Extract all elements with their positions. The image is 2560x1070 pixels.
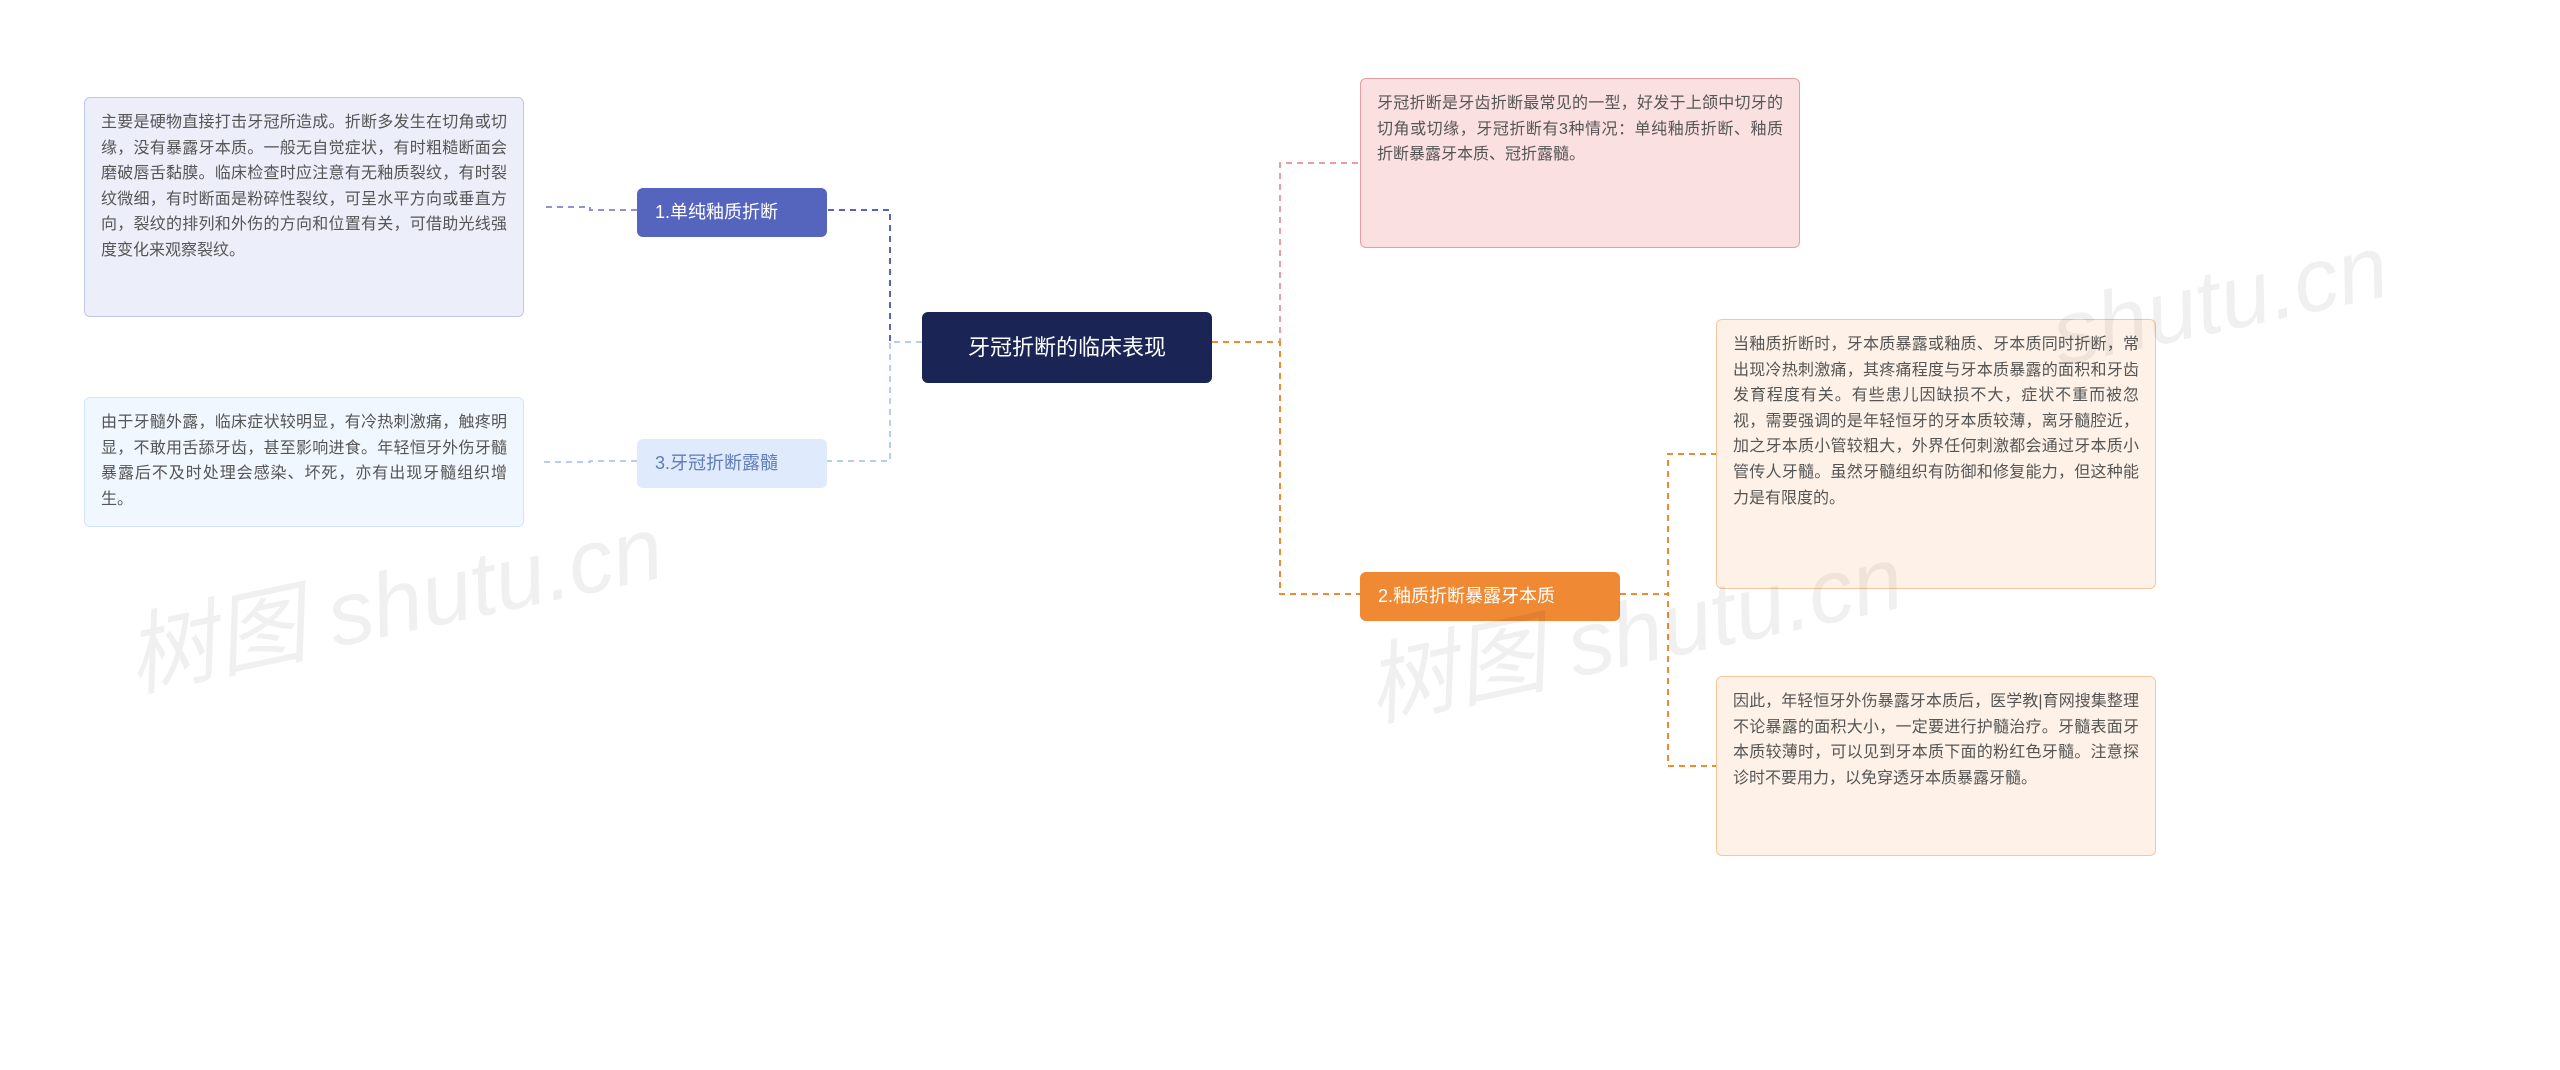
branch-3-pulp-exposure[interactable]: 3.牙冠折断露髓	[637, 439, 827, 488]
leaf-pulp-description: 由于牙髓外露，临床症状较明显，有冷热刺激痛，触疼明显，不敢用舌舔牙齿，甚至影响进…	[84, 397, 524, 527]
leaf-enamel-description: 主要是硬物直接打击牙冠所造成。折断多发生在切角或切缘，没有暴露牙本质。一般无自觉…	[84, 97, 524, 317]
root-node[interactable]: 牙冠折断的临床表现	[922, 312, 1212, 383]
leaf-dentin-description-b: 因此，年轻恒牙外伤暴露牙本质后，医学教|育网搜集整理不论暴露的面积大小，一定要进…	[1716, 676, 2156, 856]
branch-1-enamel-fracture[interactable]: 1.单纯釉质折断	[637, 188, 827, 237]
branch-2-dentin-exposure[interactable]: 2.釉质折断暴露牙本质	[1360, 572, 1620, 621]
intro-description: 牙冠折断是牙齿折断最常见的一型，好发于上颌中切牙的切角或切缘，牙冠折断有3种情况…	[1360, 78, 1800, 248]
leaf-dentin-description-a: 当釉质折断时，牙本质暴露或釉质、牙本质同时折断，常出现冷热刺激痛，其疼痛程度与牙…	[1716, 319, 2156, 589]
